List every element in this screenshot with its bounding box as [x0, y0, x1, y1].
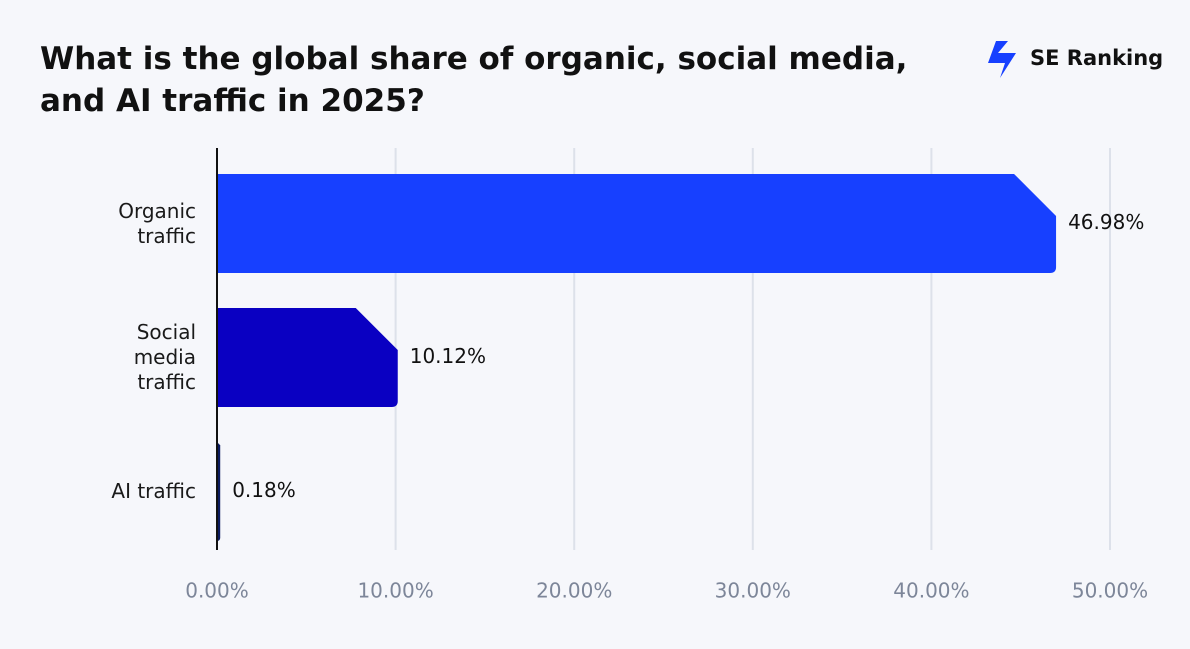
bar [217, 174, 1057, 273]
chart-title: What is the global share of organic, soc… [40, 41, 908, 119]
logo: SE Ranking [988, 41, 1163, 78]
logo-icon [988, 41, 1016, 78]
value-label: 10.12% [410, 344, 486, 368]
x-tick-label: 20.00% [536, 579, 612, 603]
x-tick-label: 0.00% [185, 579, 249, 603]
y-tick-label: AI traffic [111, 479, 196, 503]
x-tick-label: 10.00% [357, 579, 433, 603]
bar [217, 308, 398, 407]
value-label: 46.98% [1068, 210, 1144, 234]
x-tick-label: 50.00% [1072, 579, 1148, 603]
y-tick-label: Organic traffic [118, 198, 196, 248]
x-tick-label: 40.00% [893, 579, 969, 603]
brand: SE Ranking [1030, 46, 1163, 70]
x-tick-label: 30.00% [715, 579, 791, 603]
y-tick-label: Social media traffic [133, 320, 196, 394]
value-label: 0.18% [232, 478, 296, 502]
